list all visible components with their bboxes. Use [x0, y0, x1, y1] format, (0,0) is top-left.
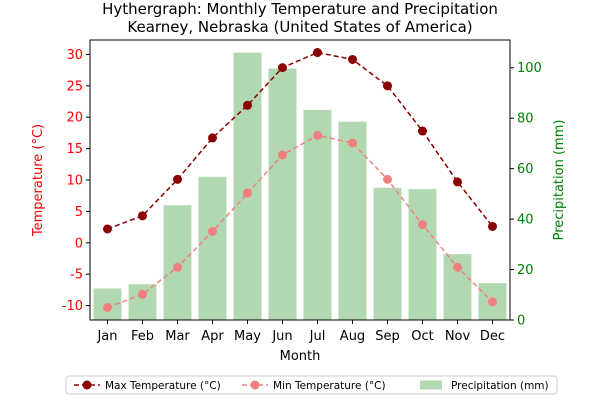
left-tick-label: 0: [75, 236, 83, 251]
legend-label-0: Max Temperature (°C): [105, 380, 221, 392]
max-temp-point-feb: [138, 211, 147, 221]
min-temp-point-jan: [103, 302, 112, 312]
x-axis: Jan Feb Mar Apr May Jun Jul Aug Sep Oct Nov Dec: [96, 320, 505, 344]
left-tick-label: -5: [70, 268, 83, 283]
x-tick-label-jul: Jul: [309, 329, 326, 344]
min-temp-point-sep: [383, 174, 392, 184]
x-tick-label-may: May: [234, 329, 261, 344]
min-temp-point-mar: [173, 262, 182, 272]
left-tick-label: 30: [66, 48, 83, 63]
x-tick-label-feb: Feb: [131, 329, 154, 344]
x-tick-label-aug: Aug: [340, 329, 365, 344]
max-temp-point-dec: [488, 221, 497, 231]
max-temp-point-jun: [278, 63, 287, 73]
right-tick-label: 60: [517, 162, 534, 177]
min-temp-point-feb: [138, 289, 147, 299]
min-temp-point-jun: [278, 150, 287, 160]
legend: Max Temperature (°C) Min Temperature (°C)…: [65, 375, 558, 395]
right-y-axis: 0 20 40 60 80 100: [510, 61, 542, 329]
max-temp-point-jul: [313, 48, 322, 58]
x-tick-label-sep: Sep: [375, 329, 400, 344]
precip-bar-aug: [338, 121, 367, 320]
max-temp-point-aug: [348, 54, 357, 64]
chart-title-line2: Kearney, Nebraska (United States of Amer…: [127, 18, 472, 36]
left-tick-label: 5: [75, 205, 83, 220]
max-temp-point-may: [243, 100, 252, 110]
x-tick-label-jan: Jan: [96, 329, 117, 344]
right-tick-label: 20: [517, 263, 534, 278]
right-tick-label: 0: [517, 314, 525, 329]
max-temp-point-nov: [453, 177, 462, 187]
max-temp-point-mar: [173, 174, 182, 184]
legend-swatch-marker-1: [250, 380, 260, 390]
left-tick-label: -10: [62, 299, 83, 314]
precip-bar-mar: [163, 205, 192, 320]
max-temp-point-sep: [383, 81, 392, 91]
min-temp-point-dec: [488, 297, 497, 307]
precip-bar-apr: [198, 176, 227, 320]
left-tick-label: 10: [66, 174, 83, 189]
max-temp-point-apr: [208, 133, 217, 143]
precip-bar-jun: [268, 68, 297, 320]
x-tick-label-jun: Jun: [271, 329, 292, 344]
min-temp-point-oct: [418, 220, 427, 230]
left-tick-label: 25: [66, 79, 83, 94]
max-temp-line: [107, 51, 494, 230]
precipitation-bars: [93, 52, 507, 321]
min-temp-point-nov: [453, 262, 462, 272]
right-y-axis-label: Precipitation (mm): [552, 120, 567, 241]
left-tick-label: 15: [66, 142, 83, 157]
legend-swatch-bar: [420, 380, 442, 390]
temperature-lines: [103, 48, 497, 312]
x-tick-label-apr: Apr: [201, 329, 224, 344]
precip-bar-sep: [373, 187, 402, 320]
chart-title-line1: Hythergraph: Monthly Temperature and Pre…: [102, 0, 498, 18]
left-y-axis-label: Temperature (°C): [31, 124, 46, 237]
x-axis-label: Month: [280, 349, 321, 364]
left-tick-label: 20: [66, 111, 83, 126]
min-temp-line: [107, 134, 494, 309]
max-temp-point-oct: [418, 126, 427, 136]
legend-label-2: Precipitation (mm): [451, 380, 549, 392]
left-y-axis: -10 -5 0 5 10 15 20 25 30: [62, 48, 90, 314]
precip-bar-feb: [128, 284, 157, 320]
min-temp-point-aug: [348, 138, 357, 148]
right-tick-label: 100: [517, 61, 542, 76]
x-tick-label-dec: Dec: [480, 329, 505, 344]
min-temp-point-may: [243, 188, 252, 198]
precip-bar-oct: [408, 189, 437, 320]
x-tick-label-oct: Oct: [411, 329, 433, 344]
legend-swatch-marker-0: [82, 380, 92, 390]
right-tick-label: 40: [517, 213, 534, 228]
max-temp-point-jan: [103, 224, 112, 234]
x-tick-label-mar: Mar: [165, 329, 190, 344]
x-tick-label-nov: Nov: [445, 329, 471, 344]
legend-label-1: Min Temperature (°C): [273, 380, 386, 392]
right-tick-label: 80: [517, 112, 534, 127]
precip-bar-may: [233, 52, 262, 321]
precip-bar-jul: [303, 109, 332, 320]
min-temp-point-apr: [208, 226, 217, 236]
min-temp-point-jul: [313, 130, 322, 140]
